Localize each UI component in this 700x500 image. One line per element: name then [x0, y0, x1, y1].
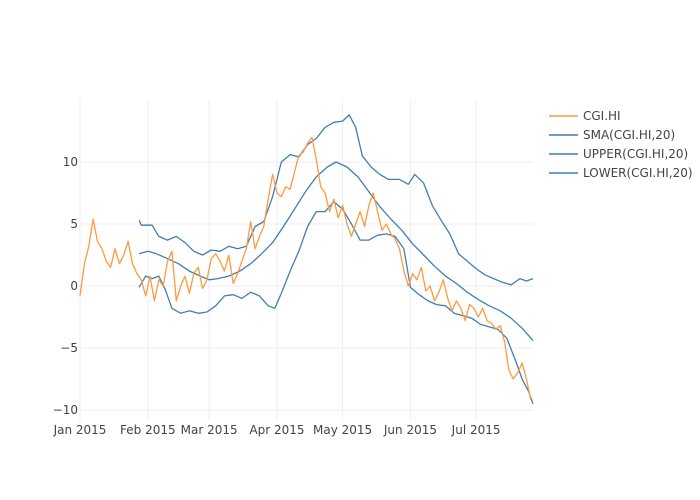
legend-label: CGI.HI	[583, 109, 621, 123]
gridlines	[79, 100, 533, 420]
legend-item[interactable]: CGI.HI	[549, 109, 621, 123]
legend-item[interactable]: UPPER(CGI.HI,20)	[549, 147, 688, 161]
series-line-upper-cgi-hi-20	[138, 114, 534, 286]
x-axis-ticks: Jan 2015 Feb 2015 Mar 2015 Apr 2015 May 2015…	[53, 423, 501, 437]
y-tick-label: 5	[70, 217, 78, 231]
legend-label: SMA(CGI.HI,20)	[583, 128, 675, 142]
series-line-sma-cgi-hi-20	[138, 161, 534, 342]
legend-item[interactable]: LOWER(CGI.HI,20)	[549, 166, 693, 180]
y-tick-label: 0	[70, 279, 78, 293]
x-tick-label: May 2015	[313, 423, 372, 437]
x-tick-label: Mar 2015	[181, 423, 238, 437]
y-tick-label: −5	[60, 341, 78, 355]
series-lines	[79, 114, 534, 405]
x-tick-label: Apr 2015	[249, 423, 304, 437]
y-tick-label: −10	[53, 403, 78, 417]
y-tick-label: 10	[63, 155, 78, 169]
x-tick-label: Jan 2015	[53, 423, 107, 437]
legend-item[interactable]: SMA(CGI.HI,20)	[549, 128, 675, 142]
legend-label: UPPER(CGI.HI,20)	[583, 147, 688, 161]
x-tick-label: Feb 2015	[120, 423, 176, 437]
x-tick-label: Jun 2015	[383, 423, 437, 437]
x-tick-label: Jul 2015	[451, 423, 501, 437]
series-line-lower-cgi-hi-20	[138, 201, 534, 405]
legend-label: LOWER(CGI.HI,20)	[583, 166, 693, 180]
y-axis-ticks: 10 5 0 −5 −10	[53, 155, 78, 417]
legend[interactable]: CGI.HI SMA(CGI.HI,20) UPPER(CGI.HI,20) LOWE…	[549, 109, 693, 180]
series-line-cgi-hi	[79, 136, 532, 401]
